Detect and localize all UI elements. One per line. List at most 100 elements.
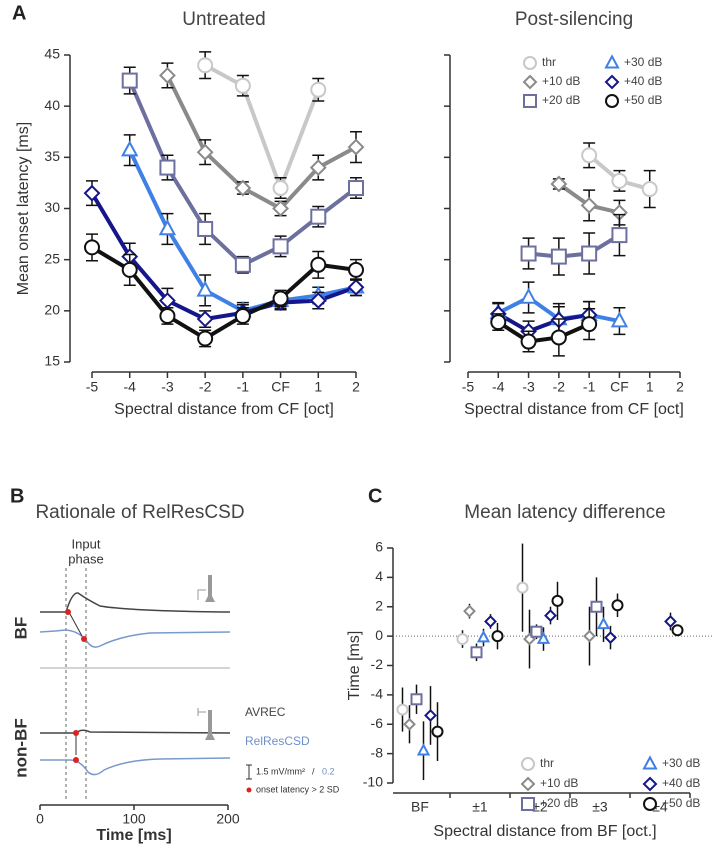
x-tick-label: CF — [271, 379, 290, 395]
marker — [159, 159, 176, 176]
marker — [642, 755, 658, 770]
marker — [610, 311, 629, 328]
chart-title: Post-silencing — [515, 9, 633, 30]
x-tick-label: 1 — [314, 379, 322, 395]
legend-label: AVREC — [245, 705, 286, 719]
legend-dot — [246, 787, 252, 793]
panel-label: A — [12, 2, 26, 24]
marker — [272, 180, 289, 197]
scale-label: 0.2 — [322, 766, 335, 776]
series-line — [497, 320, 590, 344]
scale-label: 1.5 mV/mm² — [256, 766, 305, 776]
legend-label: +20 dB — [542, 93, 580, 107]
y-tick-label: 4 — [375, 568, 383, 584]
legend-label: +10 dB — [540, 776, 578, 790]
avrec-trace — [40, 729, 231, 734]
x-tick-label: -3 — [522, 379, 535, 395]
marker — [272, 200, 289, 217]
marker — [310, 208, 327, 225]
legend-label: +40 dB — [662, 776, 700, 790]
onset-dot — [81, 636, 87, 642]
marker — [234, 307, 251, 324]
marker — [521, 797, 535, 811]
marker — [641, 181, 658, 198]
marker — [403, 717, 416, 731]
marker — [519, 287, 538, 304]
neuron-icon — [205, 592, 215, 602]
y-tick-label: 15 — [44, 353, 60, 369]
marker — [605, 94, 619, 108]
marker — [396, 703, 409, 716]
x-tick-label: -1 — [237, 379, 250, 395]
arrow — [69, 613, 83, 637]
marker — [596, 616, 611, 630]
row-label: non-BF — [11, 718, 30, 777]
chart-title: Mean latency difference — [464, 502, 665, 523]
marker — [84, 239, 100, 256]
marker — [121, 72, 138, 89]
x-tick-label: -4 — [123, 379, 136, 395]
x-tick-label: 200 — [216, 811, 240, 827]
marker — [551, 594, 564, 607]
x-tick-label: BF — [411, 799, 429, 815]
marker — [522, 74, 538, 90]
x-tick-label: -5 — [86, 379, 99, 395]
series-line — [204, 63, 321, 191]
marker — [234, 179, 252, 197]
x-tick-label: -2 — [553, 379, 566, 395]
x-tick-label: 0 — [36, 811, 44, 827]
x-tick-label: -3 — [161, 379, 174, 395]
legend-label: +30 dB — [624, 55, 662, 69]
y-tick-label: -10 — [363, 774, 383, 790]
legend-label: +50 dB — [662, 796, 700, 810]
x-tick-label: 2 — [352, 379, 360, 395]
y-tick-label: 0 — [375, 627, 383, 643]
y-tick-label: 2 — [375, 597, 383, 613]
marker — [416, 743, 431, 756]
marker — [197, 330, 214, 347]
marker — [196, 310, 214, 328]
y-tick-label: 20 — [44, 302, 60, 318]
y-tick-label: -2 — [371, 656, 384, 672]
marker — [196, 143, 214, 161]
neuron-icon — [197, 708, 206, 716]
marker — [424, 709, 437, 722]
y-tick-label: 45 — [44, 46, 60, 62]
y-tick-label: 30 — [44, 199, 60, 215]
relres-trace — [40, 757, 231, 776]
marker — [484, 615, 497, 628]
marker — [410, 693, 423, 706]
y-axis-label: Time [ms] — [346, 631, 363, 701]
marker — [431, 725, 444, 738]
chart-title: Untreated — [182, 9, 265, 30]
marker — [197, 220, 214, 237]
marker — [544, 609, 557, 622]
onset-dot — [65, 609, 71, 615]
series-line — [528, 233, 621, 259]
marker — [159, 67, 176, 84]
marker — [643, 797, 657, 811]
x-tick-label: ±2 — [532, 799, 548, 815]
marker — [272, 290, 289, 307]
series-line — [165, 74, 357, 211]
marker — [523, 56, 537, 70]
scale-bar — [246, 764, 252, 780]
marker — [604, 74, 620, 90]
marker — [463, 604, 476, 618]
annotation: phase — [68, 551, 103, 566]
x-tick-label: -5 — [462, 379, 475, 395]
panel-label: B — [10, 485, 24, 507]
legend-label: thr — [540, 756, 554, 770]
x-tick-label: -2 — [199, 379, 212, 395]
annotation: Input — [72, 536, 101, 551]
x-tick-label: 100 — [122, 811, 146, 827]
neuron-icon — [205, 730, 215, 740]
marker — [581, 316, 598, 333]
marker — [121, 261, 138, 278]
marker — [581, 147, 598, 164]
marker — [490, 314, 507, 331]
marker — [530, 625, 543, 638]
row-label: BF — [11, 617, 30, 640]
marker — [550, 329, 567, 346]
